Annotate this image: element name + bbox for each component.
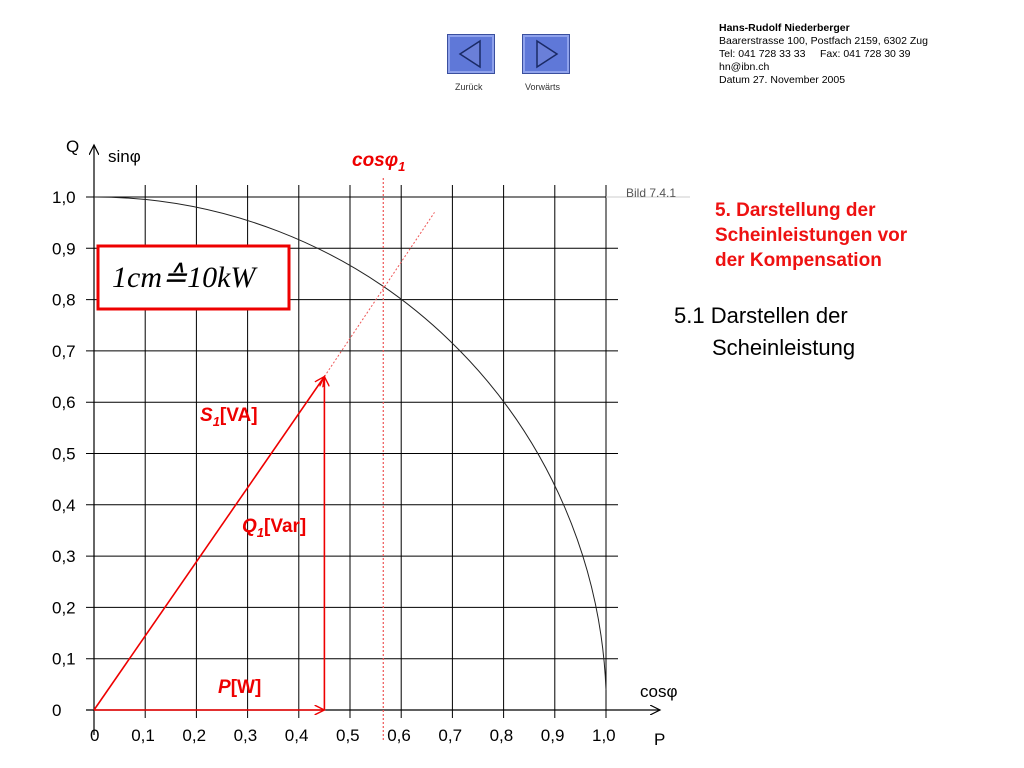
back-label: Zurück	[455, 82, 483, 92]
y-tick-label: 0,2	[52, 598, 76, 617]
author-phone: Tel: 041 728 33 33 Fax: 041 728 30 39	[719, 48, 911, 60]
y-tick-label: 1,0	[52, 188, 76, 207]
vector-extension-line	[323, 212, 435, 377]
x-tick-label: 0,9	[541, 726, 565, 745]
section-heading-line2: Scheinleistungen vor	[715, 225, 908, 246]
x-tick-label: 0,7	[438, 726, 462, 745]
x-tick-label: 0,4	[285, 726, 309, 745]
figure-reference: Bild 7.4.1	[626, 186, 676, 200]
axes	[86, 145, 660, 735]
x-tick-labels: 0 0,1 0,2 0,3 0,4 0,5 0,6 0,7 0,8 0,9 1,0	[90, 726, 616, 745]
x-tick-label: 0,2	[182, 726, 206, 745]
unit-circle-arc	[93, 196, 607, 691]
scale-note: 1cm≙10kW	[112, 261, 258, 294]
y-tick-label: 0,7	[52, 342, 76, 361]
x-tick-label: 0,6	[387, 726, 411, 745]
subheading-line1: 5.1 Darstellen der	[674, 303, 848, 328]
x-axis-label-p: P	[654, 730, 665, 749]
forward-label: Vorwärts	[525, 82, 561, 92]
grid	[86, 185, 690, 718]
y-tick-labels: 0 0,1 0,2 0,3 0,4 0,5 0,6 0,7 0,8 0,9 1,0	[52, 188, 76, 720]
x-tick-label: 0,5	[336, 726, 360, 745]
back-button[interactable]	[447, 34, 495, 74]
forward-button[interactable]	[522, 34, 570, 74]
subheading: 5.1 Darstellen der Scheinleistung	[674, 300, 855, 364]
author-date: Datum 27. November 2005	[719, 74, 846, 86]
x-tick-label: 0,1	[131, 726, 155, 745]
x-tick-label: 0,8	[490, 726, 514, 745]
y-tick-label: 0	[52, 701, 61, 720]
reactive-power-label: Q1[Var]	[242, 516, 306, 540]
y-tick-label: 0,1	[52, 650, 76, 669]
x-axis-label-cosphi: cosφ	[640, 682, 677, 701]
y-axis-label-q: Q	[66, 137, 79, 156]
y-tick-label: 0,4	[52, 496, 76, 515]
section-heading-line1: 5. Darstellung der	[715, 200, 876, 221]
author-name: Hans-Rudolf Niederberger	[719, 22, 850, 34]
section-heading: 5. Darstellung der Scheinleistungen vor …	[715, 198, 975, 273]
section-heading-line3: der Kompensation	[715, 250, 882, 271]
y-tick-label: 0,5	[52, 445, 76, 464]
x-tick-label: 0,3	[234, 726, 258, 745]
x-tick-label: 0	[90, 726, 99, 745]
y-tick-label: 0,9	[52, 239, 76, 258]
apparent-power-vector	[93, 377, 324, 711]
y-axis-label-sinphi: sinφ	[108, 147, 141, 166]
author-email: hn@ibn.ch	[719, 61, 770, 73]
author-address: Baarerstrasse 100, Postfach 2159, 6302 Z…	[719, 35, 928, 47]
subheading-line2: Scheinleistung	[712, 335, 856, 360]
y-tick-label: 0,3	[52, 547, 76, 566]
triangle-left-icon	[458, 39, 481, 69]
scale-box	[96, 244, 291, 311]
author-info: Hans-Rudolf Niederberger Baarerstrasse 1…	[719, 22, 928, 87]
cos-phi-label: cosφ1	[352, 150, 405, 174]
active-power-label: P[W]	[218, 677, 261, 698]
apparent-power-label: S1[VA]	[200, 405, 258, 429]
x-tick-label: 1,0	[592, 726, 616, 745]
y-tick-label: 0,6	[52, 393, 76, 412]
y-tick-label: 0,8	[52, 291, 76, 310]
triangle-right-icon	[536, 39, 559, 69]
